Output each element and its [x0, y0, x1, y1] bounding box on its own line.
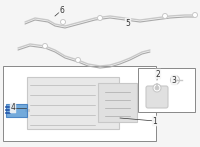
- FancyBboxPatch shape: [27, 77, 119, 129]
- Text: 1: 1: [153, 117, 157, 126]
- Circle shape: [98, 15, 102, 20]
- FancyBboxPatch shape: [3, 66, 156, 141]
- FancyBboxPatch shape: [146, 86, 168, 108]
- Text: 4: 4: [11, 103, 15, 112]
- Text: 6: 6: [60, 5, 64, 15]
- Circle shape: [42, 44, 48, 49]
- Circle shape: [60, 20, 66, 25]
- Circle shape: [162, 14, 168, 19]
- Circle shape: [155, 86, 159, 90]
- FancyBboxPatch shape: [6, 103, 26, 117]
- Circle shape: [192, 12, 198, 17]
- FancyBboxPatch shape: [138, 68, 195, 112]
- Circle shape: [173, 78, 177, 82]
- Circle shape: [76, 57, 80, 62]
- Circle shape: [170, 76, 180, 85]
- Circle shape: [153, 84, 161, 92]
- Text: 5: 5: [126, 19, 130, 27]
- Text: 2: 2: [156, 70, 160, 78]
- FancyBboxPatch shape: [98, 83, 137, 122]
- Text: 3: 3: [172, 76, 176, 85]
